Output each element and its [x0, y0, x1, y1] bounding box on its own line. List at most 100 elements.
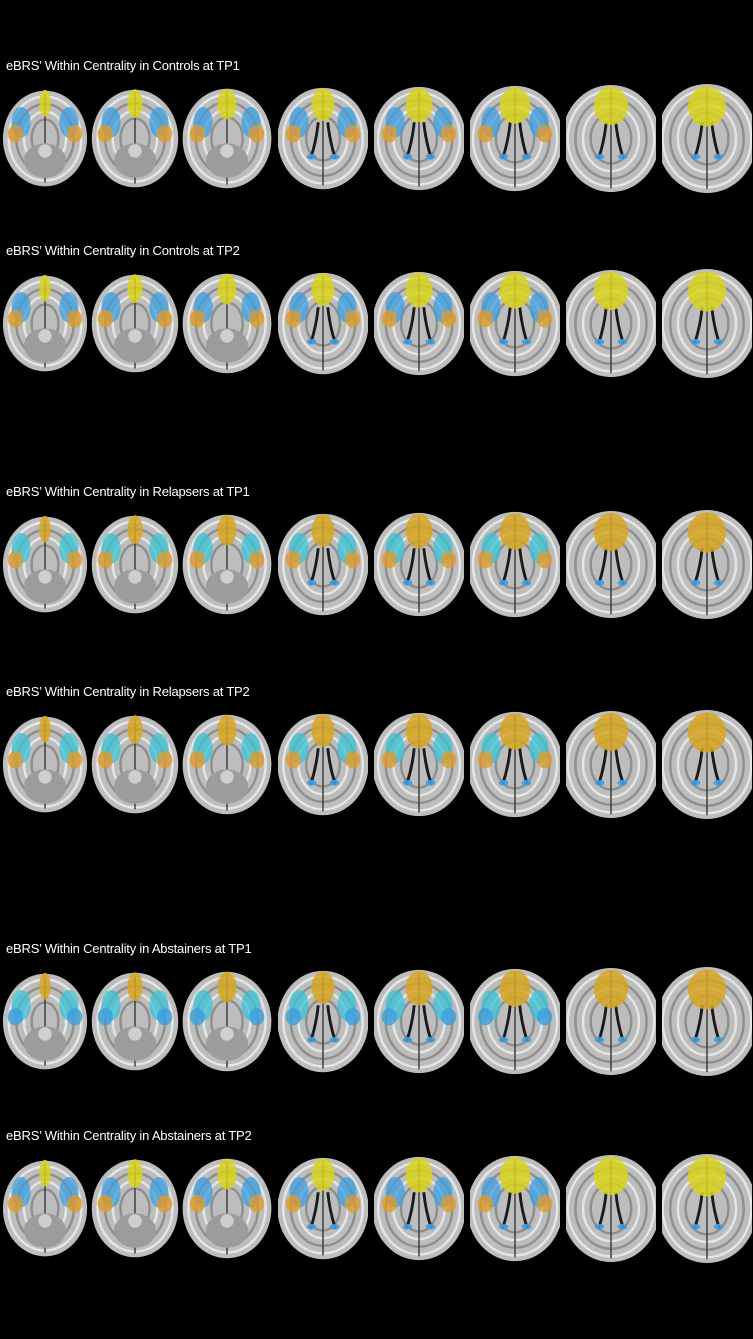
- brain-slice-image: [662, 1154, 752, 1264]
- brain-slice-image: [2, 515, 88, 613]
- slice-row: [0, 710, 753, 820]
- brain-slice: [470, 710, 560, 820]
- panel-title: eBRS’ Within Centrality in Controls at T…: [6, 243, 240, 258]
- brain-slice-image: [182, 1158, 272, 1259]
- brain-slice-image: [566, 84, 656, 193]
- slice-row: [0, 1154, 753, 1264]
- brain-slice: [182, 269, 272, 379]
- brain-slice: [0, 510, 90, 620]
- brain-slice: [90, 84, 180, 194]
- brain-slice-image: [91, 1159, 179, 1258]
- brain-slice-image: [470, 1155, 560, 1262]
- brain-slice-image: [662, 269, 752, 379]
- brain-slice-image: [2, 715, 88, 813]
- brain-slice: [662, 1154, 752, 1264]
- brain-slice: [374, 1154, 464, 1264]
- brain-slice: [90, 710, 180, 820]
- panel-title: eBRS’ Within Centrality in Relapsers at …: [6, 684, 250, 699]
- slice-row: [0, 84, 753, 194]
- brain-slice-image: [566, 269, 656, 378]
- brain-slice-image: [470, 85, 560, 192]
- brain-slice-image: [278, 970, 368, 1073]
- brain-slice: [374, 710, 464, 820]
- brain-slice-image: [374, 1156, 464, 1261]
- brain-slice-image: [278, 1157, 368, 1260]
- brain-slice-image: [278, 272, 368, 375]
- brain-slice: [0, 1154, 90, 1264]
- brain-slice: [0, 84, 90, 194]
- panel-title: eBRS’ Within Centrality in Relapsers at …: [6, 484, 250, 499]
- brain-slice: [182, 1154, 272, 1264]
- brain-slice: [182, 84, 272, 194]
- panel-4: eBRS’ Within Centrality in Relapsers at …: [0, 684, 753, 859]
- brain-slice: [278, 269, 368, 379]
- panel-6: eBRS’ Within Centrality in Abstainers at…: [0, 1128, 753, 1303]
- brain-slice: [90, 1154, 180, 1264]
- brain-slice: [662, 710, 752, 820]
- brain-slice-image: [182, 514, 272, 615]
- brain-slice-image: [374, 712, 464, 817]
- brain-slice: [566, 510, 656, 620]
- brain-slice-image: [470, 968, 560, 1075]
- panel-title: eBRS’ Within Centrality in Abstainers at…: [6, 1128, 252, 1143]
- brain-slice: [566, 710, 656, 820]
- brain-slice-image: [182, 714, 272, 815]
- brain-slice: [374, 510, 464, 620]
- brain-slice-image: [182, 273, 272, 374]
- brain-slice: [0, 967, 90, 1077]
- brain-slice-image: [278, 87, 368, 190]
- panel-3: eBRS’ Within Centrality in Relapsers at …: [0, 484, 753, 659]
- brain-slice: [374, 84, 464, 194]
- slice-row: [0, 967, 753, 1077]
- brain-slice-image: [470, 511, 560, 618]
- brain-slice: [278, 967, 368, 1077]
- brain-slice: [374, 967, 464, 1077]
- brain-slice-image: [566, 1154, 656, 1263]
- brain-slice: [278, 510, 368, 620]
- brain-slice-image: [2, 972, 88, 1070]
- brain-slice: [566, 84, 656, 194]
- brain-slice-image: [566, 967, 656, 1076]
- brain-slice-image: [278, 713, 368, 816]
- slice-row: [0, 269, 753, 379]
- brain-slice-image: [2, 89, 88, 187]
- brain-slice: [278, 710, 368, 820]
- brain-slice-image: [566, 510, 656, 619]
- brain-slice: [566, 269, 656, 379]
- brain-slice-image: [2, 1159, 88, 1257]
- brain-slice-image: [470, 270, 560, 377]
- brain-slice-image: [91, 89, 179, 188]
- brain-slice: [470, 84, 560, 194]
- brain-slice: [470, 1154, 560, 1264]
- panel-2: eBRS’ Within Centrality in Controls at T…: [0, 243, 753, 418]
- brain-slice: [278, 84, 368, 194]
- brain-slice: [662, 269, 752, 379]
- brain-slice-image: [278, 513, 368, 616]
- brain-slice: [662, 967, 752, 1077]
- panel-1: eBRS’ Within Centrality in Controls at T…: [0, 58, 753, 233]
- brain-slice-image: [91, 515, 179, 614]
- brain-slice: [0, 269, 90, 379]
- brain-slice: [90, 269, 180, 379]
- brain-slice: [662, 510, 752, 620]
- brain-slice-image: [566, 710, 656, 819]
- brain-slice-image: [662, 510, 752, 620]
- brain-slice: [470, 269, 560, 379]
- brain-slice: [182, 710, 272, 820]
- brain-slice: [182, 510, 272, 620]
- brain-slice-image: [662, 710, 752, 820]
- brain-slice-image: [374, 271, 464, 376]
- brain-slice: [566, 967, 656, 1077]
- brain-slice: [470, 967, 560, 1077]
- brain-slice: [90, 510, 180, 620]
- brain-slice: [278, 1154, 368, 1264]
- brain-slice: [662, 84, 752, 194]
- brain-slice-image: [91, 274, 179, 373]
- brain-slice-image: [182, 971, 272, 1072]
- brain-slice: [0, 710, 90, 820]
- brain-slice-image: [662, 84, 752, 194]
- slice-row: [0, 510, 753, 620]
- brain-slice-image: [374, 512, 464, 617]
- brain-slice-image: [91, 715, 179, 814]
